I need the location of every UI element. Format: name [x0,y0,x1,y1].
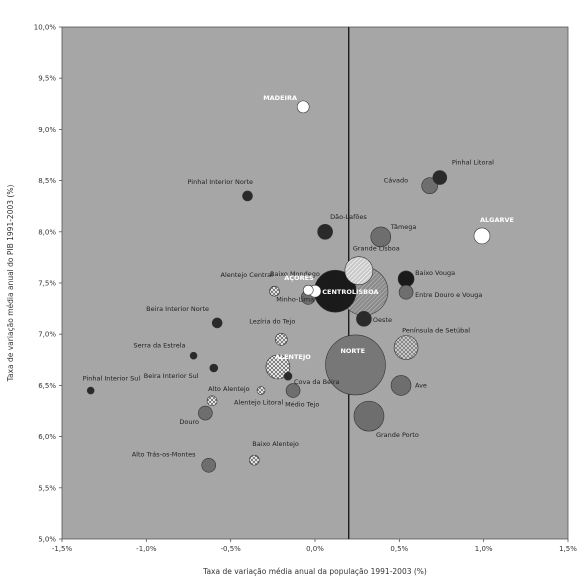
data-points [86,100,491,473]
point-pinhal-interior-sul [86,386,95,395]
point-madeira [296,100,310,114]
data-label: Alentejo Litoral [234,399,283,407]
point-alentejo-litoral [256,386,266,395]
data-label: Douro [179,418,199,426]
data-label: Serra da Estrela [134,342,186,350]
y-axis-ticks: 5,0% 5,5% 6,0% 6,5% 7,0% 7,5% 8,0% 8,5% 9,0% 9,5%… [34,24,62,544]
y-tick-label: 7,5% [38,280,56,288]
y-axis-title: Taxa de variação média anual do PIB 1991… [6,185,15,383]
point-norte [325,334,386,396]
point-alto-tr-s-os-montes [201,457,217,473]
plot-area [61,26,569,540]
point-douro [198,405,213,421]
point-grande-lisboa [344,256,374,286]
y-tick-label: 10,0% [34,24,57,32]
point-alentejo [265,354,291,380]
data-label: Tâmega [390,223,417,231]
data-labels: MADEIRA Pinhal Litoral Cávado ALGARVE Pinhal… [83,94,514,458]
data-label: Médio Tejo [285,401,319,409]
point-ave [390,375,412,396]
point-a-ores [302,284,314,296]
x-tick-label: 1,0% [475,545,493,553]
data-label: Beira Interior Norte [146,305,209,313]
point-beira-interior-sul [209,363,219,373]
data-label: Entre Douro e Vouga [415,291,482,299]
data-label: Baixo Mondego [270,270,320,278]
y-tick-label: 8,0% [38,228,56,236]
data-label: CENTRO [322,288,352,296]
point-m-dio-tejo [285,383,301,398]
data-label: Alto Trás-os-Montes [132,450,196,458]
data-label: MADEIRA [263,94,297,102]
point-oeste [356,311,372,327]
point-d-o-laf-es [317,224,333,240]
y-tick-label: 8,5% [38,177,56,185]
point-baixo-alentejo [248,454,260,466]
y-tick-label: 9,5% [38,75,56,83]
x-tick-label: -1,0% [136,545,157,553]
x-axis-ticks: -1,5% -1,0% -0,5% 0,0% 0,5% 1,0% 1,5% [52,539,577,553]
data-label: Oeste [373,316,392,324]
data-label: Cova da Beira [294,378,340,386]
x-tick-label: -1,5% [52,545,73,553]
y-tick-label: 7,0% [38,331,56,339]
x-tick-label: 0,5% [390,545,408,553]
data-label: Pinhal Interior Norte [188,178,254,186]
data-label: Alentejo Central [221,271,274,279]
data-label: ALGARVE [480,216,514,224]
point-lez-ria-do-tejo [274,333,288,346]
point-cova-da-beira [283,371,293,381]
data-label: Dão-Lafões [330,213,367,221]
data-label: LISBOA [352,288,379,296]
point-beira-interior-norte [211,317,223,329]
y-tick-label: 5,0% [38,536,56,544]
data-label: Baixo Alentejo [252,440,299,448]
data-label: AÇORES [284,274,314,282]
data-label: Pinhal Interior Sul [83,375,141,383]
point-algarve [473,227,491,245]
data-label: Baixo Vouga [415,269,455,277]
data-label: Grande Lisboa [353,245,400,253]
point-entre-douro-e-vouga [398,284,414,300]
data-label: Minho-Lima [276,295,314,303]
y-tick-label: 6,0% [38,433,56,441]
x-axis-title: Taxa de variação média anual da populaçã… [202,567,427,576]
point-c-vado [421,177,438,195]
point-grande-porto [353,400,385,432]
data-label: Ave [415,381,427,389]
y-tick-label: 6,5% [38,382,56,390]
data-label: Beira Interior Sul [144,372,199,380]
data-label: Península de Setúbal [402,327,470,335]
data-label: Cávado [384,177,408,185]
x-tick-label: -0,5% [221,545,242,553]
data-label: Pinhal Litoral [452,159,494,167]
data-label: ALENTEJO [275,353,311,361]
data-label: Alto Alentejo [208,385,250,393]
y-tick-label: 5,5% [38,484,56,492]
x-tick-label: 0,0% [306,545,324,553]
data-label: NORTE [340,347,365,355]
point-alentejo-central [269,285,280,297]
point-pinhal-interior-norte [242,190,253,202]
point-t-mega [370,226,392,248]
point-serra-da-estrela [189,351,198,360]
data-label: Grande Porto [376,431,419,439]
point-pen-nsula-de-set-bal [393,335,419,360]
point-baixo-vouga [397,270,415,288]
point-pinhal-litoral [432,170,448,185]
data-label: Lezíria do Tejo [249,317,295,325]
x-tick-label: 1,5% [559,545,577,553]
y-tick-label: 9,0% [38,126,56,134]
point-alto-alentejo [206,395,218,407]
